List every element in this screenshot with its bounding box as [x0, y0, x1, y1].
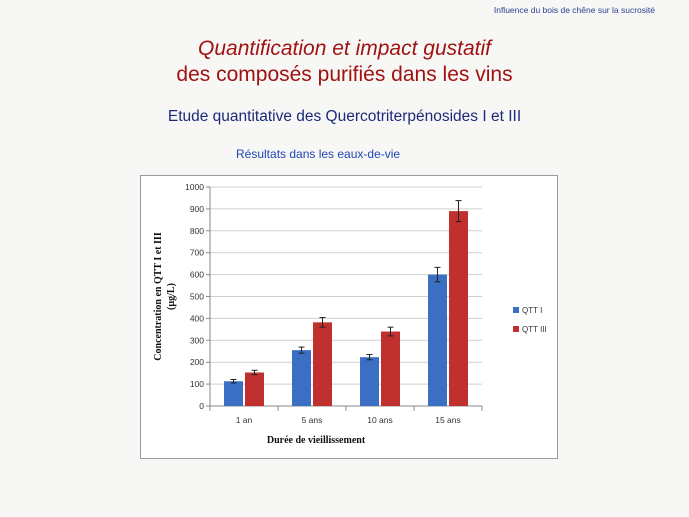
bar-qtt3 — [381, 331, 400, 406]
bar-qtt1 — [292, 350, 311, 406]
title-line-1: Quantification et impact gustatif — [198, 37, 491, 60]
bar-qtt3 — [313, 322, 332, 406]
x-tick-label: 5 ans — [302, 415, 323, 425]
y-tick-label: 1000 — [185, 182, 204, 192]
bar-qtt1 — [428, 274, 447, 406]
y-tick-label: 200 — [190, 357, 204, 367]
x-tick-label: 1 an — [236, 415, 253, 425]
x-axis-title: Durée de vieillissement — [267, 435, 366, 446]
legend-swatch-qtt1 — [513, 307, 519, 313]
header-note: Influence du bois de chêne sur la sucros… — [493, 5, 655, 15]
legend-swatch-qtt3 — [513, 326, 519, 332]
slide-subtitle: Etude quantitative des Quercotriterpénos… — [167, 108, 522, 125]
y-axis-title-line-2: (µg/L) — [166, 283, 177, 310]
y-tick-label: 600 — [190, 270, 204, 280]
y-tick-label: 400 — [190, 313, 204, 323]
y-tick-label: 900 — [190, 204, 204, 214]
x-tick-label: 10 ans — [367, 415, 393, 425]
bar-qtt3 — [245, 372, 264, 406]
y-tick-label: 800 — [190, 226, 204, 236]
x-tick-label: 15 ans — [435, 415, 461, 425]
bar-qtt3 — [449, 211, 468, 406]
chart-frame: 0 100 200 300 400 500 600 700 800 900 1000 1 an 5 an… — [140, 175, 558, 459]
bar-qtt1 — [360, 357, 379, 406]
legend-label: QTT I — [522, 306, 542, 315]
y-tick-label: 500 — [190, 292, 204, 302]
slide-title: Quantification et impact gustatif des co… — [0, 36, 689, 88]
bar-chart: 0 100 200 300 400 500 600 700 800 900 1000 1 an 5 an… — [153, 182, 547, 446]
y-axis-title-line-1: Concentration en QTT I et III — [153, 232, 164, 361]
y-tick-label: 300 — [190, 335, 204, 345]
legend-label: QTT III — [522, 325, 547, 334]
y-tick-label: 100 — [190, 379, 204, 389]
y-tick-label: 0 — [199, 401, 204, 411]
results-label: Résultats dans les eaux-de-vie — [236, 147, 401, 161]
title-line-2: des composés purifiés dans les vins — [176, 63, 513, 86]
y-tick-label: 700 — [190, 248, 204, 258]
bar-qtt1 — [224, 381, 243, 406]
